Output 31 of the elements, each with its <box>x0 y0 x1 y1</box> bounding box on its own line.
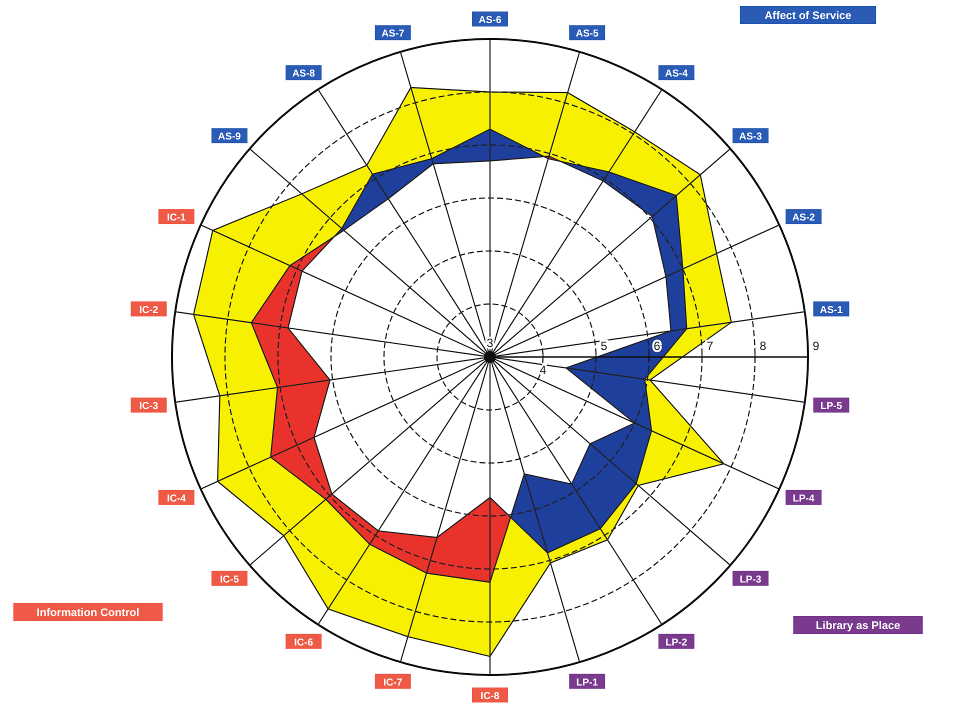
y-tick-label: 5 <box>600 339 608 353</box>
spoke-label: IC-3 <box>139 401 159 412</box>
spoke-label: AS-9 <box>218 132 242 143</box>
spoke-label: IC-7 <box>383 677 403 688</box>
spoke-label: AS-2 <box>792 212 816 224</box>
spoke-label: LP-3 <box>740 574 762 586</box>
spoke-label: AS-8 <box>292 68 316 80</box>
spoke-label: IC-2 <box>139 304 159 316</box>
spoke-label: AS-5 <box>576 28 599 40</box>
spoke-label: IC-6 <box>294 637 314 648</box>
spoke-label: LP-1 <box>576 677 598 688</box>
y-tick-label: 9 <box>812 339 820 353</box>
spoke-label: IC-5 <box>220 574 240 586</box>
spoke-label: AS-4 <box>664 68 688 80</box>
spoke-label: LP-4 <box>792 493 815 504</box>
spoke-label: LP-5 <box>820 401 843 412</box>
y-tick-label: 4 <box>540 363 547 377</box>
spoke-label: AS-6 <box>478 15 502 26</box>
spoke-label: IC-8 <box>480 691 500 702</box>
text: Information Control <box>36 607 140 619</box>
spoke-label: AS-1 <box>820 304 844 316</box>
text: Affect of Service <box>764 10 852 22</box>
spoke-label: IC-4 <box>166 493 186 504</box>
y-tick-label: 7 <box>706 339 714 353</box>
spoke-label: IC-1 <box>166 212 186 224</box>
spoke-label: LP-2 <box>666 637 688 648</box>
spoke-label: AS-7 <box>381 28 405 40</box>
y-tick-label: 8 <box>760 339 767 353</box>
y-tick-label: 6 <box>654 339 661 353</box>
text: Library as Place <box>816 620 900 632</box>
spoke-label: AS-3 <box>739 132 762 143</box>
